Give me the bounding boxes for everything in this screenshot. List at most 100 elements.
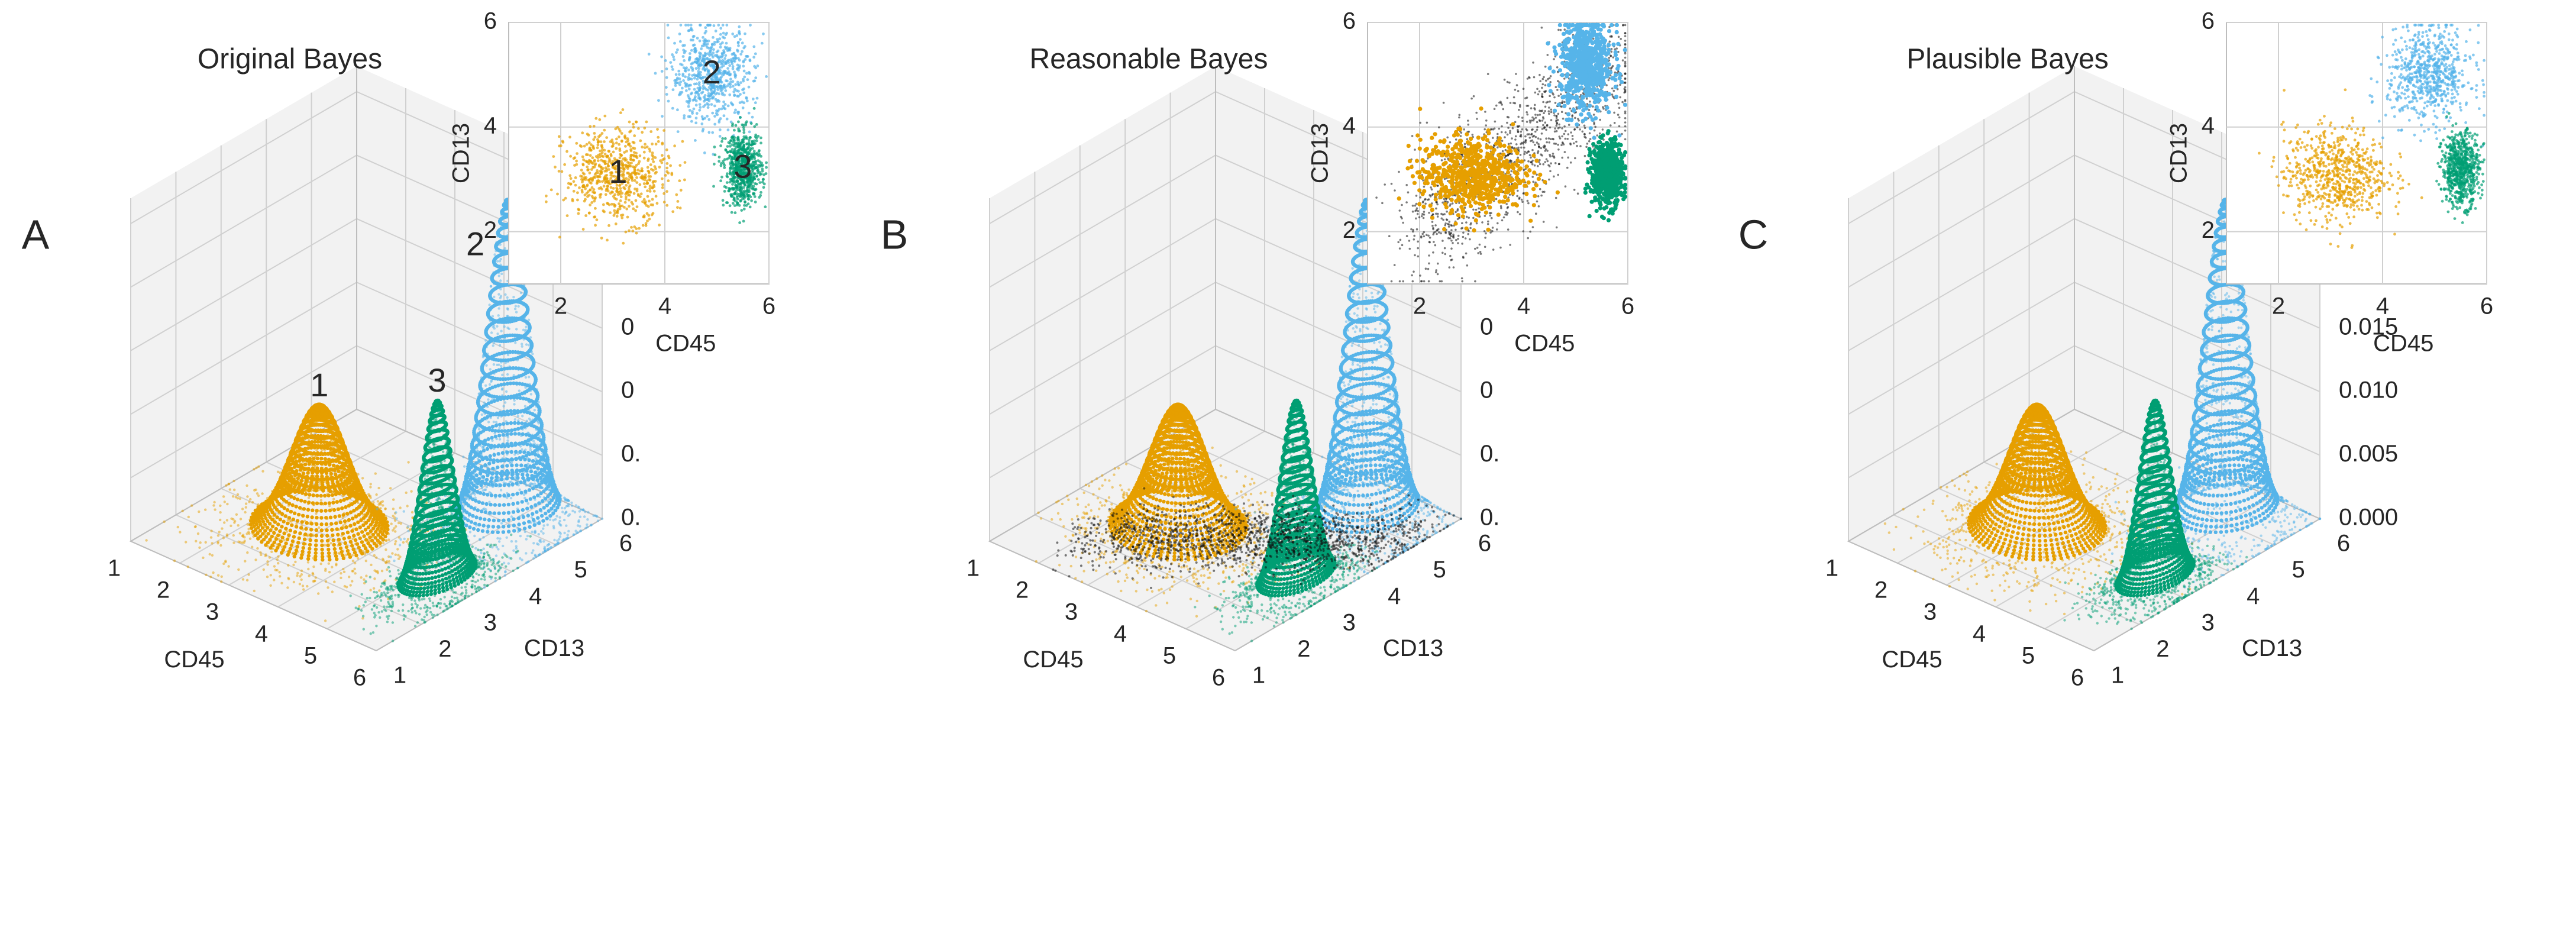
surface-point	[163, 521, 166, 523]
surface-point	[397, 554, 399, 556]
surface-point	[344, 505, 347, 509]
surface-point	[323, 494, 327, 497]
surface-point	[577, 519, 580, 522]
surface-point	[286, 586, 289, 589]
surface-point	[367, 493, 370, 496]
surface-point	[240, 518, 242, 520]
surface-point	[278, 571, 280, 573]
surface-point	[406, 505, 409, 507]
surface-point	[315, 502, 319, 505]
surface-point	[342, 537, 346, 540]
surface-point	[309, 477, 313, 480]
surface-point	[378, 589, 380, 592]
surface-point	[343, 571, 345, 573]
surface-point	[211, 554, 214, 557]
surface-point	[339, 521, 342, 524]
surface-point	[355, 542, 359, 546]
surface-point	[268, 522, 272, 525]
surface-point	[316, 457, 319, 460]
surface-point	[287, 578, 290, 580]
surface-point	[341, 554, 344, 557]
surface-point	[279, 575, 281, 577]
surface-point	[531, 552, 533, 554]
surface-point	[397, 522, 400, 524]
surface-point	[549, 518, 551, 521]
surface-point	[283, 506, 286, 510]
surface-point	[253, 468, 255, 470]
surface-point	[303, 500, 306, 503]
surface-point	[276, 558, 279, 561]
surface-point	[173, 560, 176, 562]
surface-point	[261, 526, 264, 529]
surface-point	[352, 534, 355, 538]
surface-point	[307, 568, 309, 570]
surface-point	[329, 472, 333, 476]
surface-point	[397, 558, 400, 560]
surface-point	[263, 523, 267, 526]
surface-point	[251, 501, 254, 503]
surface-point	[395, 525, 397, 528]
surface-point	[227, 483, 230, 485]
surface-point	[292, 518, 295, 521]
surface-point	[493, 253, 496, 256]
surface-point	[332, 464, 335, 467]
surface-point	[204, 509, 206, 511]
surface-point	[356, 532, 360, 536]
surface-point	[360, 576, 362, 579]
surface-point	[331, 566, 333, 568]
surface-point	[328, 509, 332, 512]
surface-point	[319, 405, 323, 408]
surface-point	[307, 551, 311, 554]
surface-point	[299, 526, 303, 529]
surface-point	[315, 522, 318, 526]
surface-point	[334, 551, 337, 554]
surface-point	[331, 501, 335, 505]
surface-point	[350, 584, 352, 586]
surface-point	[226, 503, 228, 505]
surface-point	[365, 560, 367, 562]
surface-point	[323, 411, 327, 415]
surface-point	[389, 487, 392, 489]
surface-point	[320, 563, 322, 565]
surface-point	[232, 541, 235, 544]
surface-point	[312, 486, 315, 489]
surface-point	[382, 504, 384, 506]
surface-point	[446, 513, 448, 515]
surface-point	[300, 553, 303, 557]
surface-point	[310, 522, 313, 525]
surface-point	[320, 539, 324, 542]
surface-point	[377, 524, 381, 528]
surface-point	[391, 552, 393, 554]
surface-point	[379, 530, 382, 534]
surface-point	[295, 505, 298, 508]
surface-point	[326, 544, 329, 547]
surface-point	[308, 547, 311, 551]
surface-point	[227, 565, 230, 567]
surface-point	[318, 526, 320, 529]
surface-point	[360, 540, 364, 544]
surface-point	[349, 540, 353, 544]
surface-point	[407, 538, 409, 541]
surface-point	[282, 520, 285, 524]
surface-point	[210, 529, 212, 532]
surface-point	[187, 566, 189, 568]
surface-point	[296, 497, 299, 501]
surface-point	[307, 554, 311, 558]
surface-point	[320, 548, 324, 551]
surface-point	[259, 551, 261, 554]
surface-point	[324, 544, 326, 547]
surface-point	[302, 483, 305, 487]
surface-point	[256, 547, 258, 550]
surface-point	[394, 542, 396, 545]
surface-point	[217, 534, 219, 537]
surface-point	[338, 514, 341, 518]
surface-point	[266, 532, 270, 535]
surface-point	[498, 274, 500, 277]
surface-point	[329, 522, 333, 525]
surface-point	[256, 492, 258, 495]
surface-point	[358, 525, 362, 529]
surface-point	[298, 537, 301, 540]
surface-point	[354, 528, 358, 531]
surface-point	[242, 534, 244, 536]
surface-point	[312, 477, 316, 481]
